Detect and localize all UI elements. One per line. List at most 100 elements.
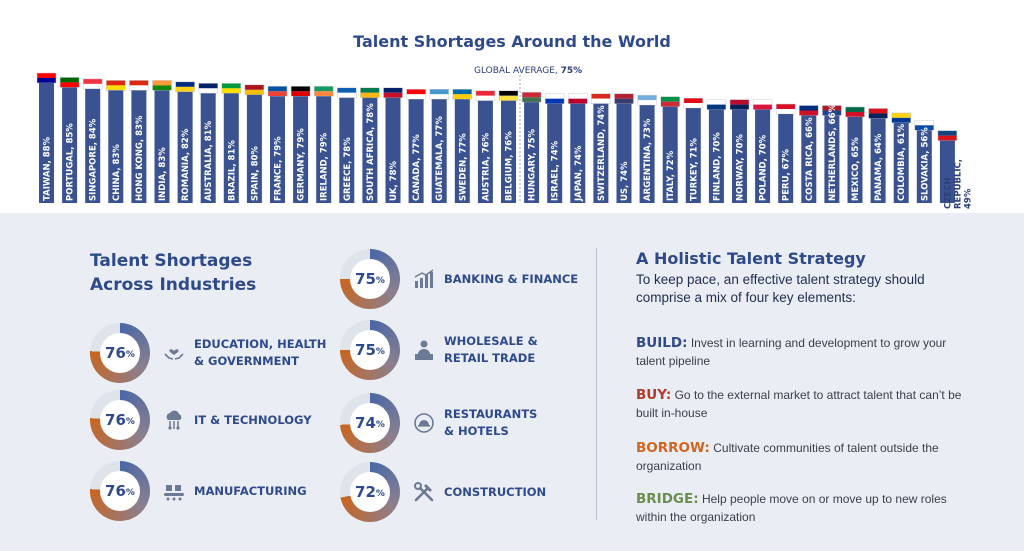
flag-india	[152, 80, 172, 91]
tools-icon	[414, 482, 434, 502]
buy-key: BUY:	[636, 387, 672, 403]
strategy-bridge: BRIDGE: Help people move on or move up t…	[636, 490, 966, 526]
buy-text: Go to the external market to attract tal…	[636, 388, 962, 420]
bar-belgium	[501, 100, 516, 203]
industry-manufacturing: 76% MANUFACTURING	[90, 461, 334, 521]
bar-label: SPAIN, 80%	[250, 146, 260, 201]
bar-label: FRANCE, 79%	[274, 136, 284, 201]
flag-colombia	[891, 112, 911, 124]
donut-education: 76%	[90, 323, 150, 383]
bar-taiwan	[39, 83, 54, 203]
industries-title: Talent Shortages Across Industries	[90, 249, 290, 297]
bar-label: SWEDEN, 77%	[458, 133, 468, 201]
bar-norway	[732, 109, 747, 203]
flag-france	[267, 86, 288, 97]
flag-us	[614, 93, 634, 104]
donut-construction: 72%	[340, 462, 400, 522]
flag-austria	[475, 90, 496, 101]
industry-label: RESTAURANTS & HOTELS	[444, 407, 538, 438]
flag-australia	[198, 83, 218, 94]
bar-netherlands	[824, 115, 840, 203]
conveyor-icon	[164, 485, 184, 501]
donut-percent-sign: %	[125, 488, 135, 498]
food-cloche-icon	[414, 413, 434, 433]
bar-argentina	[639, 105, 655, 203]
flag-hong-kong	[129, 80, 149, 91]
bar-italy	[662, 106, 678, 203]
flag-panama	[868, 108, 888, 119]
bar-label: IRELAND, 79%	[320, 132, 330, 201]
bar-guatemala	[431, 99, 447, 203]
borrow-key: BORROW:	[636, 440, 710, 456]
bar-romania	[177, 91, 193, 203]
flag-greece	[337, 87, 357, 99]
flag-finland	[706, 99, 727, 110]
bar-label: AUSTRALIA, 81%	[204, 120, 214, 201]
flag-peru	[775, 103, 796, 115]
flag-ireland	[313, 86, 334, 97]
bar-japan	[570, 103, 586, 203]
bar-label: CZECH	[943, 177, 953, 209]
industry-wholesale: 75% WHOLESALE & RETAIL TRADE	[340, 320, 584, 380]
strategy-title: A Holistic Talent Strategy	[636, 249, 866, 268]
industry-it: 76% IT & TECHNOLOGY	[90, 390, 334, 450]
donut-value: 76	[105, 344, 126, 362]
industries-title-line2: Across Industries	[90, 275, 257, 295]
bar-ireland	[316, 96, 332, 203]
bar-colombia	[893, 122, 909, 203]
donut-it: 76%	[90, 390, 150, 450]
bar-hungary	[524, 102, 540, 203]
bar-france	[270, 96, 285, 203]
bar-mexico	[847, 116, 863, 203]
industry-label: WHOLESALE & RETAIL TRADE	[444, 334, 538, 365]
industry-label: IT & TECHNOLOGY	[194, 412, 312, 427]
industry-education: 76% EDUCATION, HEALTH & GOVERNMENT	[90, 323, 334, 383]
bar-germany	[293, 96, 309, 203]
bar-label: SLOVAKIA, 56%	[920, 127, 930, 201]
flag-germany	[290, 86, 311, 97]
industry-label: MANUFACTURING	[194, 483, 307, 498]
bar-hong-kong	[131, 90, 147, 203]
donut-banking: 75%	[340, 249, 400, 309]
donut-percent-sign: %	[375, 420, 385, 430]
bar-finland	[708, 109, 724, 203]
bar-label: SINGAPORE, 84%	[89, 118, 99, 201]
industry-banking: 75% BANKING & FINANCE	[340, 249, 584, 309]
bar-label: POLAND, 70%	[759, 134, 769, 201]
bar-india	[154, 90, 170, 203]
bar-label: CHINA, 83%	[112, 144, 122, 201]
bar-portugal	[62, 87, 78, 203]
bar-label: ROMANIA, 82%	[181, 128, 191, 201]
bar-label: NORWAY, 70%	[736, 134, 746, 201]
bar-label: UK, 78%	[389, 160, 399, 201]
flag-norway	[729, 99, 750, 110]
bridge-text: Help people move on or move up to new ro…	[636, 492, 947, 524]
donut-percent-sign: %	[125, 350, 135, 360]
donut-manufacturing: 76%	[90, 461, 150, 521]
bar-label: ISRAEL, 74%	[551, 140, 561, 201]
industry-restaurants: 74% RESTAURANTS & HOTELS	[340, 393, 584, 453]
flag-mexico	[845, 106, 865, 118]
bar-switzerland	[593, 103, 609, 203]
bar-czech-republic	[939, 140, 955, 203]
bar-canada	[408, 99, 424, 203]
bar-label: CANADA, 77%	[412, 134, 422, 201]
bar-poland	[755, 109, 771, 203]
bar-label: PERU, 67%	[782, 148, 792, 201]
bar-turkey	[685, 108, 701, 203]
bar-label: MEXICO, 65%	[851, 137, 861, 201]
build-key: BUILD:	[636, 335, 688, 351]
hands-heart-icon	[164, 349, 184, 360]
flag-spain	[244, 84, 265, 96]
bar-label: BELGIUM, 76%	[505, 131, 515, 201]
industries-title-line1: Talent Shortages	[90, 251, 253, 271]
bar-spain	[246, 94, 262, 203]
flag-canada	[406, 89, 426, 100]
donut-value: 74	[355, 414, 376, 432]
industry-label: BANKING & FINANCE	[444, 271, 579, 286]
flag-poland	[752, 99, 773, 110]
bar-chart-icon	[414, 269, 434, 288]
flag-sweden	[452, 89, 473, 100]
bar-label: GERMANY, 79%	[297, 128, 307, 201]
flag-czech-republic	[937, 130, 958, 141]
